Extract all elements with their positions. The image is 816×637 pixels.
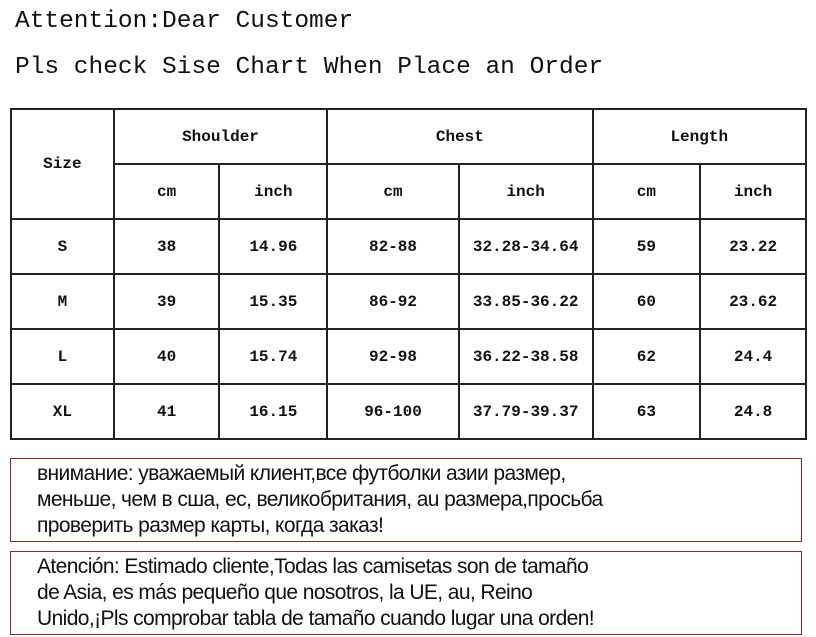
size-cell: XL: [10, 383, 115, 440]
measurement-cell: 14.96: [218, 218, 329, 275]
measurement-cell: 86-92: [326, 273, 460, 330]
unit-header: inch: [699, 163, 807, 220]
measurement-cell: 24.8: [699, 383, 807, 440]
table-unit-row: cm inch cm inch cm inch: [11, 163, 807, 220]
notice-line: проверить размер карты, когда заказ!: [37, 514, 384, 537]
measurement-cell: 60: [591, 273, 702, 330]
notice-line: de Asia, es más pequeño que nosotros, la…: [37, 581, 533, 604]
measurement-cell: 63: [591, 383, 702, 440]
size-cell: L: [10, 328, 115, 385]
table-row: XL 41 16.15 96-100 37.79-39.37 63 24.8: [10, 383, 807, 440]
measurement-cell: 23.22: [699, 218, 807, 275]
measurement-cell: 92-98: [326, 328, 460, 385]
russian-notice: внимание: уважаемый клиент,все футболки …: [10, 458, 802, 542]
measurement-cell: 41: [112, 383, 221, 440]
measurement-cell: 15.74: [218, 328, 329, 385]
unit-header: cm: [326, 163, 460, 220]
unit-header: inch: [218, 163, 329, 220]
spanish-notice: Atención: Estimado cliente,Todas las cam…: [10, 551, 802, 635]
measurement-cell: 32.28-34.64: [457, 218, 594, 275]
measurement-cell: 24.4: [699, 328, 807, 385]
attention-heading: Attention:Dear Customer: [15, 8, 354, 35]
size-header: Size: [10, 108, 115, 220]
size-cell: S: [10, 218, 115, 275]
notice-line: меньше, чем в сша, ес, великобритания, a…: [37, 488, 603, 511]
table-row: L 40 15.74 92-98 36.22-38.58 62 24.4: [10, 328, 807, 385]
length-header: Length: [591, 108, 808, 165]
measurement-cell: 16.15: [218, 383, 329, 440]
measurement-cell: 82-88: [326, 218, 460, 275]
unit-header: inch: [457, 163, 594, 220]
table-header-row: Size Shoulder Chest Length: [10, 108, 808, 220]
measurement-cell: 40: [112, 328, 221, 385]
measurement-cell: 15.35: [218, 273, 329, 330]
measurement-cell: 23.62: [699, 273, 807, 330]
measurement-cell: 38: [112, 218, 221, 275]
size-chart-table: Size Shoulder Chest Length cm inch cm in…: [10, 108, 808, 440]
unit-header: cm: [591, 163, 702, 220]
check-size-heading: Pls check Sise Chart When Place an Order: [15, 54, 604, 81]
table-row: M 39 15.35 86-92 33.85-36.22 60 23.62: [10, 273, 807, 330]
notice-line: внимание: уважаемый клиент,все футболки …: [37, 462, 566, 485]
measurement-cell: 33.85-36.22: [457, 273, 594, 330]
table-row: S 38 14.96 82-88 32.28-34.64 59 23.22: [10, 218, 807, 275]
measurement-cell: 37.79-39.37: [457, 383, 594, 440]
notice-line: Atención: Estimado cliente,Todas las cam…: [37, 555, 589, 578]
measurement-cell: 96-100: [326, 383, 460, 440]
measurement-cell: 36.22-38.58: [457, 328, 594, 385]
measurement-cell: 59: [591, 218, 702, 275]
measurement-cell: 39: [112, 273, 221, 330]
notice-line: Unido,¡Pls comprobar tabla de tamaño cua…: [37, 607, 595, 630]
size-cell: M: [10, 273, 115, 330]
chest-header: Chest: [326, 108, 594, 165]
unit-header: cm: [112, 163, 221, 220]
measurement-cell: 62: [591, 328, 702, 385]
shoulder-header: Shoulder: [112, 108, 329, 165]
